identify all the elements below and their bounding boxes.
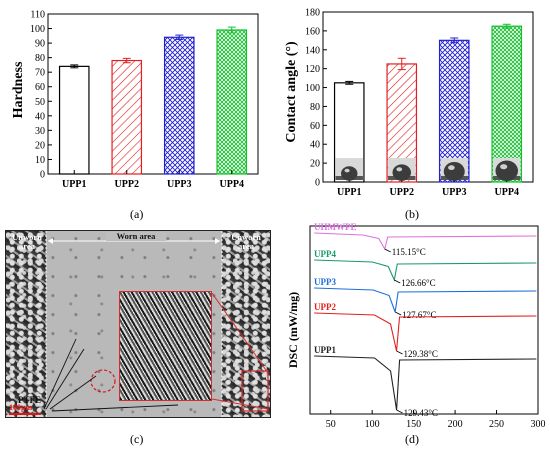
y-tick-label: 120 [305,64,320,75]
peak-annotation: 126.66°C [401,278,435,288]
y-tick-label: 140 [305,45,320,56]
y-tick-label: 180 [305,8,320,19]
hardness-plot: 0 10 20 30 40 50 60 70 80 90 100 110 UPP1 UPP2 UPP3 UPP… [30,10,259,190]
hardness-chart: Hardness 0 10 20 30 40 50 60 70 80 90 100 110 UPP1 UP… [11,10,259,190]
y-tick-label: 40 [310,140,320,151]
bar [216,29,248,175]
plot-frame [309,225,539,415]
peak-pointer [394,279,401,284]
x-tick-label: 250 [489,419,504,430]
unworn-left-region [6,231,46,417]
series-label: UPP4 [314,249,336,259]
y-tick-label: 40 [35,111,45,122]
y-tick-label: 80 [35,53,45,64]
water-droplet [443,161,465,181]
sem-micrograph: Unworn area Worn area Unworn area PTFE 1… [5,230,271,418]
scale-bar-label: 100μm [9,403,33,412]
x-tick-label: UPP4 [220,179,244,190]
plot-frame [322,11,534,183]
x-tick-label: 100 [365,419,380,430]
sem-annotations [9,231,269,417]
y-tick-label: 10 [35,155,45,166]
y-tick-label: 110 [30,10,45,21]
y-tick-label: 70 [35,68,45,79]
water-droplet [392,164,411,181]
x-tick-label: 150 [406,419,421,430]
dsc-curve [314,312,537,352]
x-tick-label: UPP2 [390,187,414,198]
droplet-highlight [500,164,508,170]
water-droplet [495,160,518,182]
y-tick-label: 60 [35,82,45,93]
unworn-right-label: Unworn area [231,232,261,251]
droplet-highlight [396,167,403,172]
y-tick-label: 30 [35,126,45,137]
y-tick-label: 0 [40,170,45,181]
x-tick-label: 50 [326,419,336,430]
peak-pointer [396,350,403,355]
droplet-highlight [344,168,350,173]
x-tick-label: UPP4 [495,187,519,198]
y-tick-label: 100 [305,83,320,94]
y-tick-label: 0 [315,178,320,189]
dsc-plot: 50 100 150 200 250 300 UHMWPE 115.15°C UPP4 126.6… [309,222,546,430]
water-droplet [341,166,358,181]
y-tick-label: 50 [35,97,45,108]
caption-b: (b) [405,207,419,221]
unworn-right-region [222,231,270,417]
peak-pointer [396,409,403,414]
y-tick-label: 160 [305,26,320,37]
peak-pointer [384,248,391,253]
bar [163,36,195,175]
series-label: UPP1 [314,345,336,355]
contact-angle-plot: 0 20 40 60 80 100 120 140 160 180 UPP1 UPP2 UPP3 UPP4 [305,8,534,198]
worn-area-label: Worn area [106,232,166,241]
y-axis-label: Contact angle (°) [284,41,299,143]
peak-annotation: 129.38°C [404,349,438,359]
dsc-chart: DSC (mW/mg) 50 100 150 200 250 300 UHMWPE 115.1… [286,222,546,430]
y-axis-label: Hardness [11,61,26,118]
dsc-curve [314,232,537,251]
x-tick-label: 300 [531,419,546,430]
caption-c: (c) [130,432,144,446]
y-tick-label: 20 [35,140,45,151]
y-tick-label: 80 [310,102,320,113]
x-tick-label: 200 [448,419,463,430]
zoom-inset [119,291,212,401]
peak-annotation: 129.43°C [404,408,438,418]
contact-angle-chart: Contact angle (°) 0 20 40 60 80 100 120 140 160 1… [284,8,534,198]
y-tick-label: 90 [35,39,45,50]
x-tick-label: UPP1 [62,179,86,190]
series-label: UHMWPE [314,222,357,232]
droplet-highlight [448,165,455,171]
series-label: UPP2 [314,302,336,312]
y-tick-label: 20 [310,159,320,170]
ptfe-label: PTFE [18,395,42,405]
peak-annotation: 115.15°C [392,247,426,257]
series-label: UPP3 [314,277,336,287]
x-tick-label: UPP3 [167,179,191,190]
dsc-curve [314,259,537,282]
y-tick-label: 60 [310,121,320,132]
unworn-left-label: Unworn area [12,232,42,251]
dsc-curve [314,355,537,411]
x-tick-label: UPP1 [337,187,361,198]
caption-d: (d) [405,432,419,446]
peak-annotation: 127.67°C [402,310,436,320]
peak-pointer [394,311,402,316]
y-axis-label: DSC (mW/mg) [286,292,300,368]
bar [111,59,143,175]
bar [58,65,90,175]
dsc-curve [314,287,537,313]
x-tick-label: UPP2 [115,179,139,190]
bar [491,25,523,183]
y-tick-label: 100 [30,24,45,35]
plot-frame [47,13,259,175]
x-tick-label: UPP3 [442,187,466,198]
caption-a: (a) [130,207,144,221]
